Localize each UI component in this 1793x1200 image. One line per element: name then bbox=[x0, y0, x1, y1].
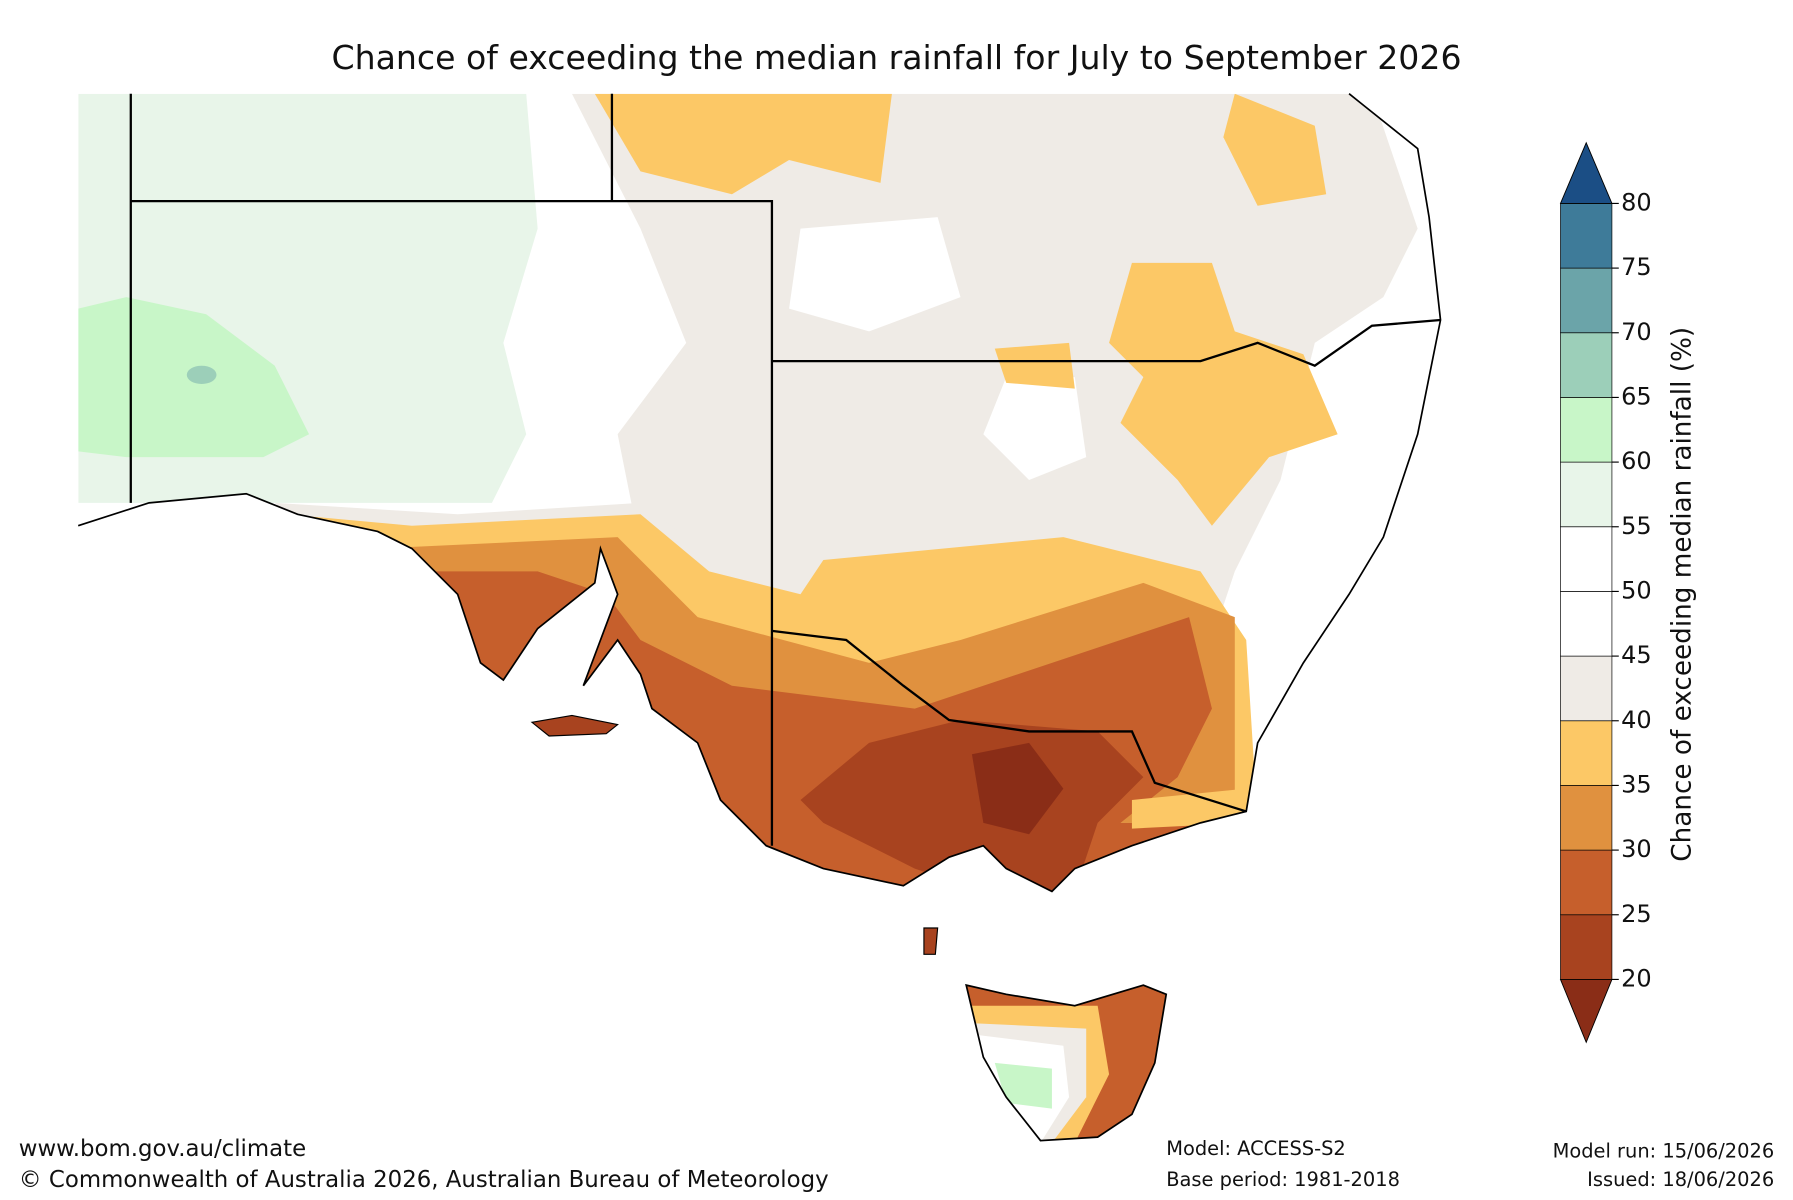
colorbar-tick-label: 50 bbox=[1621, 576, 1652, 604]
colorbar-tick-label: 80 bbox=[1621, 188, 1652, 216]
colorbar-band bbox=[1560, 461, 1613, 528]
footer-issued: Issued: 18/06/2026 bbox=[1587, 1168, 1774, 1191]
zone-45-50 bbox=[983, 377, 1087, 480]
colorbar-tick-label: 20 bbox=[1621, 964, 1652, 992]
zone-65-70 bbox=[186, 365, 217, 384]
colorbar-tick-label: 65 bbox=[1621, 382, 1652, 410]
colorbar-band bbox=[1560, 849, 1613, 916]
colorbar-band bbox=[1560, 591, 1613, 657]
footer-model: Model: ACCESS-S2 bbox=[1166, 1137, 1346, 1160]
colorbar-band bbox=[1560, 720, 1613, 786]
state-borders bbox=[129, 93, 1441, 846]
colorbar-under bbox=[1559, 978, 1613, 1044]
zone-below-20 bbox=[971, 742, 1064, 835]
zone-20-25 bbox=[800, 720, 1144, 892]
zone-35-40-north bbox=[594, 93, 892, 195]
footer-base-period: Base period: 1981-2018 bbox=[1166, 1168, 1400, 1191]
colorbar-tick-label: 25 bbox=[1621, 900, 1652, 928]
zone-35-40-east bbox=[1109, 262, 1338, 526]
footer-model-run: Model run: 15/06/2026 bbox=[1553, 1139, 1775, 1162]
mainland-rainfall bbox=[78, 93, 1441, 892]
colorbar-band bbox=[1560, 267, 1613, 334]
coastline bbox=[77, 93, 1442, 893]
kangaroo-island bbox=[530, 714, 619, 737]
colorbar-band bbox=[1560, 785, 1613, 851]
zone-45-50-north bbox=[789, 217, 961, 332]
colorbar-band bbox=[1560, 526, 1613, 592]
colorbar-tick-label: 70 bbox=[1621, 318, 1652, 346]
colorbar-tick-label: 55 bbox=[1621, 512, 1652, 540]
colorbar-tick-label: 35 bbox=[1621, 770, 1652, 798]
colorbar-tick-label: 40 bbox=[1621, 706, 1652, 734]
colorbar-band bbox=[1560, 655, 1613, 722]
zone-35-40-small bbox=[994, 342, 1075, 389]
map-title: Chance of exceeding the median rainfall … bbox=[331, 38, 1461, 77]
colorbar-tick-label: 75 bbox=[1621, 253, 1652, 281]
footer-copyright: © Commonwealth of Australia 2026, Austra… bbox=[19, 1167, 829, 1193]
colorbar-band bbox=[1560, 203, 1613, 269]
colorbar-band bbox=[1560, 397, 1613, 463]
colorbar: 20 25 30 35 40 45 50 55 60 65 70 75 80 bbox=[1559, 141, 1652, 1044]
colorbar-tick-label: 45 bbox=[1621, 641, 1652, 669]
footer-url: www.bom.gov.au/climate bbox=[19, 1136, 306, 1162]
tasmania-coast bbox=[965, 984, 1168, 1142]
colorbar-label: Chance of exceeding median rainfall (%) bbox=[1667, 327, 1697, 862]
colorbar-band bbox=[1560, 914, 1613, 980]
zone-35-40-ne bbox=[1223, 93, 1327, 206]
tasmania-rainfall bbox=[966, 985, 1167, 1141]
colorbar-tick-label: 30 bbox=[1621, 835, 1652, 863]
colorbar-over bbox=[1559, 141, 1613, 204]
colorbar-tick-label: 60 bbox=[1621, 447, 1652, 475]
king-island bbox=[923, 927, 939, 955]
colorbar-band bbox=[1560, 332, 1613, 398]
